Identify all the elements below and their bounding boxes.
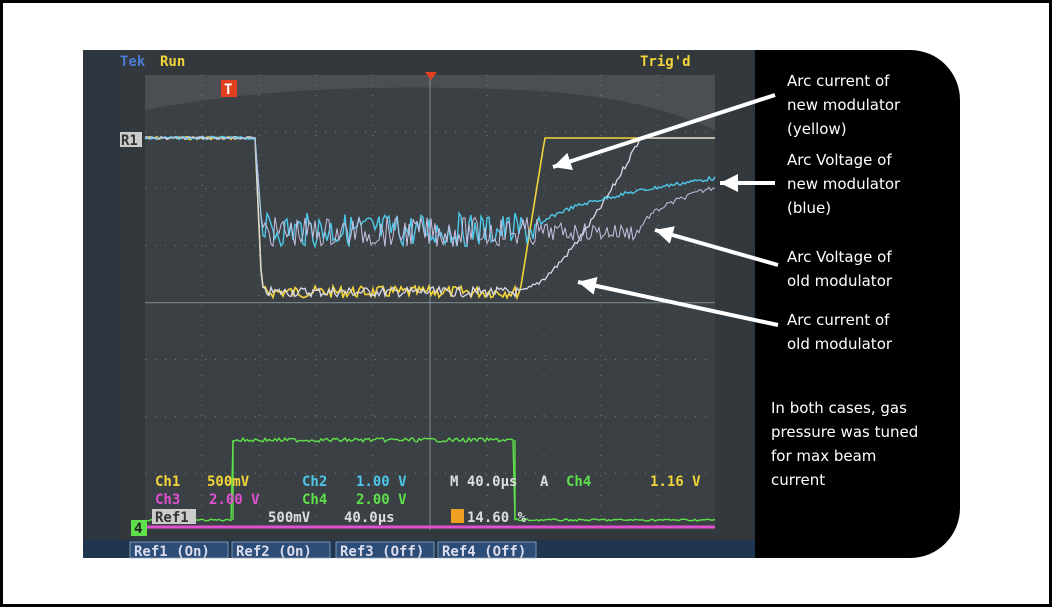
status: Run [160,54,185,70]
readout: M 40.0µs [450,474,517,490]
readout: 1.00 V [356,474,407,490]
annotation-line: In both cases, gas [771,399,907,417]
annotation-line: Arc current of [787,72,890,90]
menu-label: Ref3 (Off) [340,544,424,560]
readout: 500mV [268,510,311,526]
menu-label: Ref1 (On) [134,544,210,560]
trigger-marker: T [224,82,232,98]
readout: 40.0µs [344,510,395,526]
ref-marker: R1 [121,133,138,149]
annotation-line: for max beam [771,447,876,465]
readout: Ref1 [155,510,189,526]
annotation-line: Arc Voltage of [787,151,892,169]
annotation-line: new modulator [787,96,901,114]
annotation-line: pressure was tuned [771,423,918,441]
readout: 1.16 V [650,474,701,490]
menu-label: Ref2 (On) [236,544,312,560]
readout: Ch2 [302,474,327,490]
annotation-line: Arc current of [787,311,890,329]
trigger-state: Trig'd [640,54,691,70]
readout: Ch3 [155,492,180,508]
readout: Ch1 [155,474,180,490]
cursor-marker [451,509,464,523]
annotation-line: (blue) [787,199,831,217]
readout: A [540,474,549,490]
annotation-line: new modulator [787,175,901,193]
channel-marker: 4 [134,521,142,537]
annotation-line: Arc Voltage of [787,248,892,266]
readout: 500mV [207,474,250,490]
annotation-line: (yellow) [787,120,847,138]
menu-label: Ref4 (Off) [442,544,526,560]
readout: 2.00 V [356,492,407,508]
readout: Ch4 [566,474,591,490]
annotation-line: old modulator [787,272,893,290]
slide: Tek Run Trig'd T R1 4 Ch1 500mV Ch2 1.00 V M 40.0µ… [0,0,1052,607]
readout: 14.60 % [467,510,527,526]
brand: Tek [120,54,146,70]
readout: 2.00 V [209,492,260,508]
annotation-line: current [771,471,825,489]
readout: Ch4 [302,492,327,508]
annotation-line: old modulator [787,335,893,353]
